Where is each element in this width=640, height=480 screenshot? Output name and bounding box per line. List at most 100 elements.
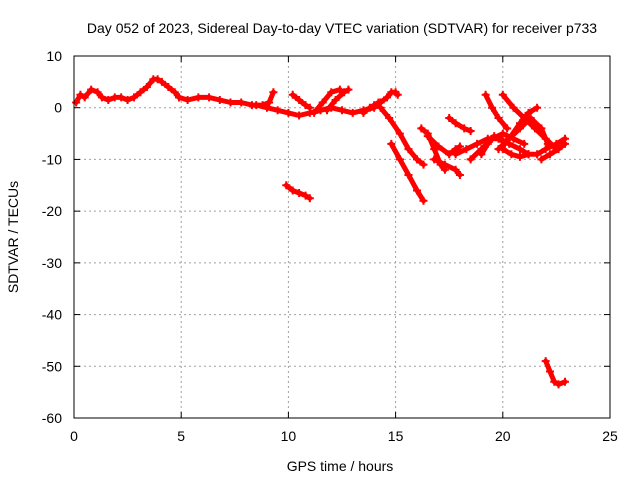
data-point [387, 139, 396, 148]
data-point [462, 145, 471, 154]
series-track-4 [288, 90, 314, 112]
data-point [395, 129, 404, 138]
data-point [157, 77, 166, 86]
data-point [97, 93, 106, 102]
data-point [104, 95, 113, 104]
data-point [419, 160, 428, 169]
data-point [153, 75, 162, 84]
data-point [331, 95, 340, 104]
data-point [515, 152, 524, 161]
data-point [395, 155, 404, 164]
data-point [265, 98, 274, 107]
data-point [72, 98, 81, 107]
data-point [451, 165, 460, 174]
data-point [473, 139, 482, 148]
data-point [554, 380, 563, 389]
series-track-1 [72, 75, 184, 107]
series-track-7 [359, 98, 383, 117]
plot-frame [73, 55, 611, 419]
series-track-22 [505, 114, 552, 148]
data-point [374, 98, 383, 107]
data-point [170, 88, 179, 97]
data-point [87, 85, 96, 94]
data-point [338, 106, 346, 115]
x-tick-label: 25 [602, 428, 618, 444]
data-point [413, 155, 422, 164]
data-point [76, 90, 85, 99]
data-point [498, 129, 507, 138]
data-point [376, 103, 385, 112]
series-line [500, 146, 531, 160]
data-point [503, 124, 512, 133]
data-point [383, 93, 392, 102]
data-point [301, 191, 310, 200]
data-point [335, 85, 344, 94]
y-tick-label: -50 [42, 358, 62, 374]
data-point [494, 114, 503, 123]
data-point [183, 95, 192, 104]
series-track-5 [310, 85, 344, 117]
data-point [434, 142, 443, 151]
data-point [477, 150, 486, 159]
data-point [93, 88, 102, 97]
data-point [273, 106, 282, 115]
y-tick-label: -40 [42, 307, 62, 323]
x-tick-label: 10 [281, 428, 297, 444]
data-point [545, 367, 554, 376]
series-line [431, 156, 463, 178]
series-line [290, 92, 313, 111]
data-point [288, 186, 297, 195]
data-layer [72, 75, 569, 389]
data-point [340, 88, 349, 97]
data-point [537, 124, 546, 133]
data-point [117, 93, 126, 102]
data-point [430, 145, 439, 154]
data-point [466, 155, 475, 164]
data-point [541, 357, 550, 366]
data-point [348, 108, 357, 117]
data-point [494, 145, 503, 154]
x-axis-label: GPS time / hours [287, 458, 394, 474]
data-point [142, 83, 151, 92]
data-point [505, 134, 514, 143]
data-point [507, 150, 516, 159]
data-point [533, 150, 542, 159]
data-point [305, 194, 314, 203]
data-point [515, 124, 524, 133]
series-track-13 [430, 155, 464, 179]
data-point [413, 186, 422, 195]
y-tick-label: -10 [42, 151, 62, 167]
y-axis-ticks: 10 0 -10 -20 -30 -40 -50 -60 [42, 48, 610, 426]
data-point [262, 103, 271, 112]
data-point [451, 150, 460, 159]
data-point [288, 90, 297, 99]
series-line [176, 89, 276, 108]
data-point [552, 139, 561, 148]
data-point [460, 124, 469, 133]
series-line [538, 141, 568, 162]
data-point [393, 90, 402, 99]
y-tick-label: 10 [46, 48, 62, 64]
data-point [130, 93, 139, 102]
data-point [284, 108, 293, 117]
data-point [550, 377, 559, 386]
data-point [237, 98, 246, 107]
chart-title: Day 052 of 2023, Sidereal Day-to-day VTE… [87, 20, 597, 36]
series-line [446, 115, 474, 134]
data-point [365, 103, 374, 112]
data-point [359, 108, 368, 117]
data-point [533, 103, 542, 112]
series-track-6 [322, 85, 353, 115]
data-point [496, 134, 505, 143]
data-point [498, 90, 507, 99]
data-point [370, 101, 379, 110]
x-tick-label: 0 [70, 428, 78, 444]
data-point [310, 108, 319, 117]
data-point [205, 93, 214, 102]
data-point [282, 181, 291, 190]
x-axis-ticks: 0 5 10 15 20 25 [70, 56, 618, 444]
y-tick-label: -60 [42, 410, 62, 426]
y-tick-label: 0 [54, 100, 62, 116]
series-track-18 [481, 90, 512, 133]
